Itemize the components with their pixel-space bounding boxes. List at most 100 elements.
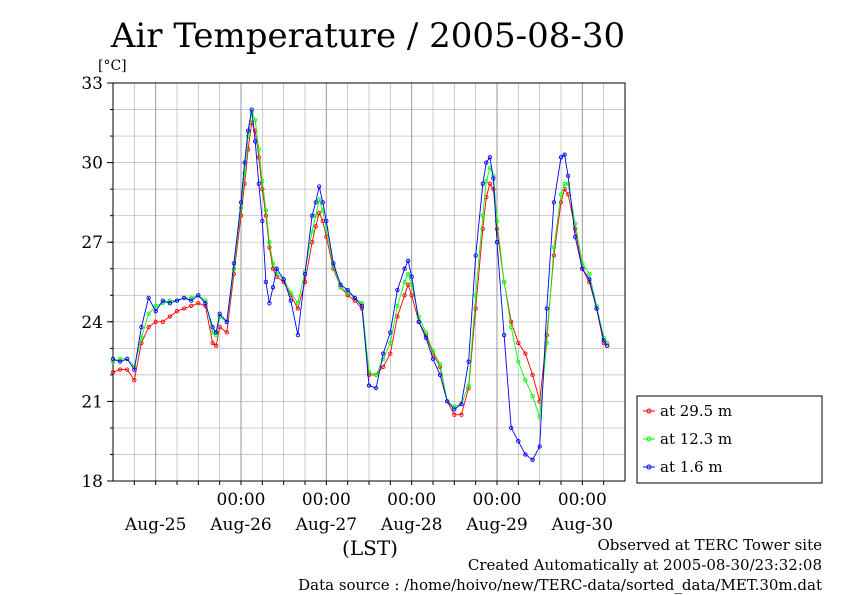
y-tick-label: 27 <box>81 233 103 253</box>
data-point <box>125 356 130 362</box>
data-point <box>523 452 528 457</box>
x-date-tick-label: Aug-26 <box>209 515 271 535</box>
data-point <box>601 338 606 343</box>
data-point <box>480 181 485 186</box>
data-point <box>196 293 201 298</box>
data-point <box>509 319 514 324</box>
data-point <box>373 385 379 391</box>
data-point <box>445 399 450 404</box>
data-point <box>338 282 343 287</box>
data-point <box>139 324 144 330</box>
data-point <box>523 351 528 356</box>
data-point <box>196 301 201 306</box>
data-point <box>530 372 535 378</box>
data-point <box>224 319 229 324</box>
x-date-tick-label: Aug-29 <box>465 515 527 535</box>
data-point <box>146 295 151 301</box>
data-point <box>537 444 542 449</box>
y-axis-unit-label: [°C] <box>98 58 127 74</box>
data-point <box>473 293 478 298</box>
data-point <box>509 425 514 431</box>
data-point <box>270 285 276 290</box>
footer-created: Created Automatically at 2005-08-30/23:3… <box>468 556 822 574</box>
data-point <box>416 319 421 324</box>
data-point <box>174 298 180 303</box>
series-group <box>110 107 610 462</box>
data-point <box>605 343 610 348</box>
data-point <box>320 200 325 205</box>
data-point <box>317 184 322 189</box>
data-point <box>388 330 393 335</box>
data-point <box>409 293 414 298</box>
data-point <box>565 173 571 179</box>
data-point <box>430 356 436 362</box>
data-point <box>338 285 343 290</box>
data-point <box>302 279 308 285</box>
data-point <box>256 147 261 152</box>
data-point <box>487 155 493 160</box>
data-point <box>317 197 322 202</box>
legend-marker <box>646 408 652 414</box>
data-point <box>117 359 123 364</box>
x-date-tick-label: Aug-27 <box>295 515 357 535</box>
x-axis-label: (LST) <box>342 536 398 560</box>
data-point <box>313 224 318 229</box>
data-point <box>217 311 222 316</box>
y-axis-ticks: 18 21 24 27 30 33 <box>81 74 113 492</box>
data-point <box>594 306 599 311</box>
data-point <box>295 306 301 311</box>
data-point <box>117 356 123 362</box>
data-point <box>405 258 411 263</box>
series-line <box>112 121 608 416</box>
data-point <box>423 335 429 340</box>
data-point <box>565 181 571 186</box>
data-point <box>388 351 393 356</box>
data-point <box>573 226 578 232</box>
data-point <box>366 370 372 375</box>
data-point <box>213 343 219 348</box>
data-point <box>260 218 265 224</box>
data-point <box>484 160 489 165</box>
data-point <box>395 303 400 309</box>
chart-title: Air Temperature / 2005-08-30 <box>110 16 625 56</box>
data-point <box>487 181 493 186</box>
data-point <box>416 314 421 319</box>
data-point <box>452 412 457 417</box>
x-time-tick-label: 00:00 <box>302 490 351 510</box>
data-point <box>153 303 158 309</box>
series-3 <box>110 107 610 462</box>
data-point <box>473 306 478 311</box>
footer-source: Data source : /home/hoivo/new/TERC-data/… <box>298 576 822 594</box>
data-point <box>558 155 564 160</box>
data-point <box>452 404 457 409</box>
data-point <box>494 226 500 232</box>
data-point <box>181 295 187 301</box>
legend: at 29.5 m at 12.3 m at 1.6 m <box>636 395 823 484</box>
data-point <box>516 359 521 364</box>
data-point <box>491 176 496 181</box>
data-point <box>480 226 485 232</box>
data-point <box>317 210 322 216</box>
data-point <box>231 261 237 266</box>
legend-label: at 1.6 m <box>660 458 723 476</box>
data-point <box>167 298 173 303</box>
data-point <box>381 351 386 356</box>
data-point <box>459 412 464 417</box>
legend-marker <box>646 464 652 470</box>
data-point <box>167 301 173 306</box>
data-point <box>562 152 567 157</box>
data-point <box>430 348 436 354</box>
data-point <box>267 245 272 250</box>
data-point <box>260 179 265 184</box>
y-tick-label: 18 <box>81 472 103 492</box>
data-point <box>530 393 535 399</box>
data-point <box>302 271 308 277</box>
data-point <box>295 301 301 306</box>
data-point <box>494 240 500 245</box>
data-point <box>423 330 429 335</box>
data-point <box>551 200 557 205</box>
data-point <box>331 261 336 266</box>
data-point <box>224 330 229 335</box>
data-point <box>295 332 301 338</box>
data-point <box>253 117 258 123</box>
